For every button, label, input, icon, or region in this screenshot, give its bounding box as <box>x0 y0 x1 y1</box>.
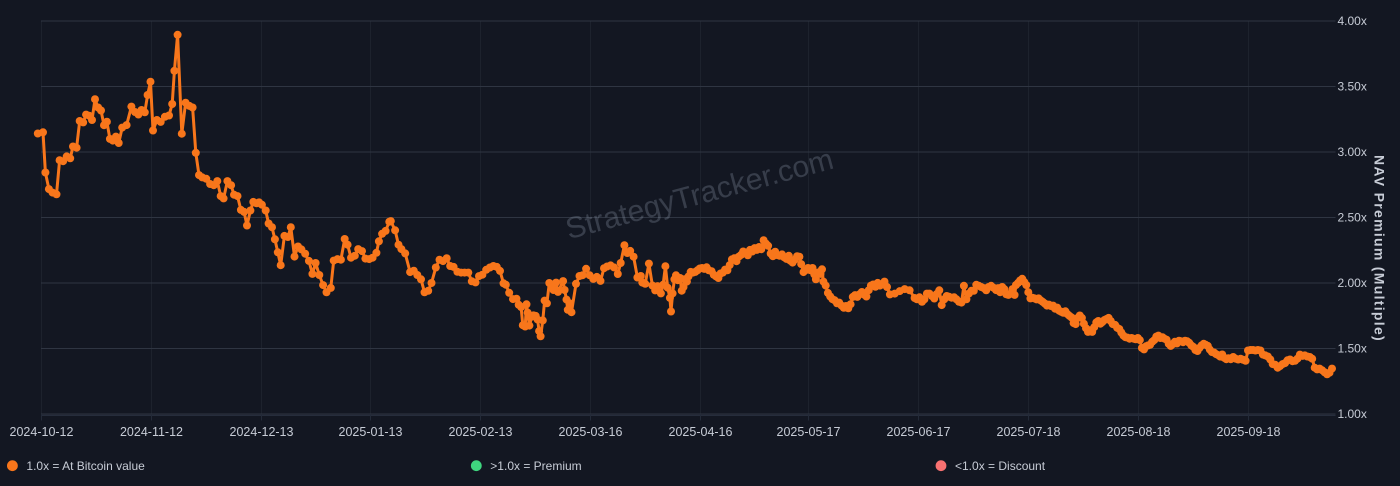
svg-text:1.0x = At Bitcoin value: 1.0x = At Bitcoin value <box>26 459 145 473</box>
svg-text:2024-12-13: 2024-12-13 <box>230 425 294 439</box>
svg-text:>1.0x = Premium: >1.0x = Premium <box>490 459 581 473</box>
svg-text:2025-09-18: 2025-09-18 <box>1217 425 1281 439</box>
svg-text:2024-11-12: 2024-11-12 <box>120 425 183 439</box>
svg-text:1.00x: 1.00x <box>1338 407 1367 421</box>
svg-text:2025-07-18: 2025-07-18 <box>997 425 1061 439</box>
svg-text:2024-10-12: 2024-10-12 <box>10 425 74 439</box>
svg-text:2.00x: 2.00x <box>1338 276 1367 290</box>
svg-text:2025-06-17: 2025-06-17 <box>887 425 951 439</box>
svg-text:2025-01-13: 2025-01-13 <box>339 425 403 439</box>
svg-text:<1.0x = Discount: <1.0x = Discount <box>955 459 1046 473</box>
svg-text:3.50x: 3.50x <box>1338 80 1367 94</box>
svg-text:2025-08-18: 2025-08-18 <box>1107 425 1171 439</box>
svg-text:3.00x: 3.00x <box>1338 145 1367 159</box>
svg-text:1.50x: 1.50x <box>1338 342 1367 356</box>
svg-text:NAV Premium (Multiple): NAV Premium (Multiple) <box>1372 155 1388 342</box>
svg-text:2025-05-17: 2025-05-17 <box>777 425 841 439</box>
svg-text:2025-02-13: 2025-02-13 <box>449 425 513 439</box>
svg-text:2025-04-16: 2025-04-16 <box>669 425 733 439</box>
svg-text:4.00x: 4.00x <box>1338 14 1367 28</box>
svg-text:2.50x: 2.50x <box>1338 211 1367 225</box>
svg-text:2025-03-16: 2025-03-16 <box>559 425 623 439</box>
